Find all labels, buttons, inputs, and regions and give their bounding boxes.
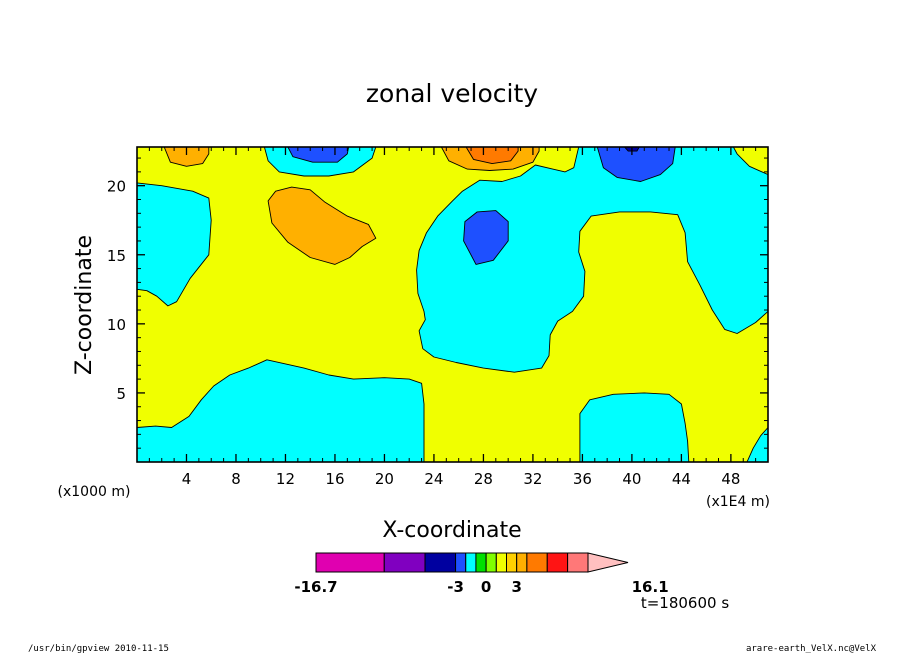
contour-region [746,427,768,462]
colorbar: -16.7 -3 0 3 16.1 [294,552,669,596]
contour-region [579,392,690,462]
colorbar-cell [465,552,477,573]
x-tick-label: 44 [672,470,691,488]
colorbar-arrow [587,552,629,573]
colorbar-cell [485,552,497,573]
x-tick-label: 32 [523,470,542,488]
footer-left: /usr/bin/gpview 2010-11-15 [28,644,169,654]
plot-frame [136,146,769,463]
contour-region [163,147,210,167]
x-axis-label: X-coordinate [382,518,521,543]
colorbar-cell [315,552,385,573]
colorbar-tick-label: -3 [447,578,464,596]
x-unit-label: (x1E4 m) [706,494,770,510]
footer-right: arare-earth_VelX.nc@VelX [746,644,877,654]
colorbar-cell [567,552,589,573]
contour-fills [137,147,768,462]
chart-title: zonal velocity [366,79,538,108]
x-tick-label: 48 [721,470,740,488]
colorbar-cell [506,552,518,573]
y-axis-label: Z-coordinate [72,235,97,375]
x-tick-label: 36 [573,470,592,488]
contour-region [463,210,509,265]
colorbar-tick-label: 16.1 [632,578,669,596]
contour-region [287,147,350,163]
y-axis: 5 10 15 20 [107,157,768,449]
colorbar-tick-label: 3 [511,578,521,596]
time-label: t=180600 s [641,594,729,612]
y-tick-label: 15 [107,247,126,265]
x-tick-label: 24 [424,470,443,488]
colorbar-cell [526,552,548,573]
colorbar-cell [475,552,487,573]
x-tick-label: 12 [276,470,295,488]
contour-region [465,147,519,165]
colorbar-tick-label: 0 [481,578,491,596]
x-tick-label: 8 [231,470,241,488]
y-tick-label: 10 [107,316,126,334]
x-axis: 4 8 12 16 20 24 28 32 36 40 44 48 [148,147,757,488]
x-tick-label: 28 [474,470,493,488]
contour-region [137,182,212,307]
colorbar-cell [383,552,426,573]
contour-region [416,147,768,373]
colorbar-cell [546,552,569,573]
colorbar-tick-label: -16.7 [294,578,337,596]
contour-region [267,186,377,265]
x-tick-label: 20 [375,470,394,488]
x-tick-label: 4 [182,470,192,488]
x-tick-label: 16 [325,470,344,488]
y-tick-label: 5 [116,385,126,403]
x-tick-label: 40 [622,470,641,488]
colorbar-cell [455,552,467,573]
y-unit-label: (x1000 m) [58,484,131,500]
colorbar-cell [516,552,528,573]
contour-region [596,147,676,182]
colorbar-cell [495,552,508,573]
contour-region [137,359,425,462]
colorbar-cell [424,552,457,573]
y-tick-label: 20 [107,178,126,196]
